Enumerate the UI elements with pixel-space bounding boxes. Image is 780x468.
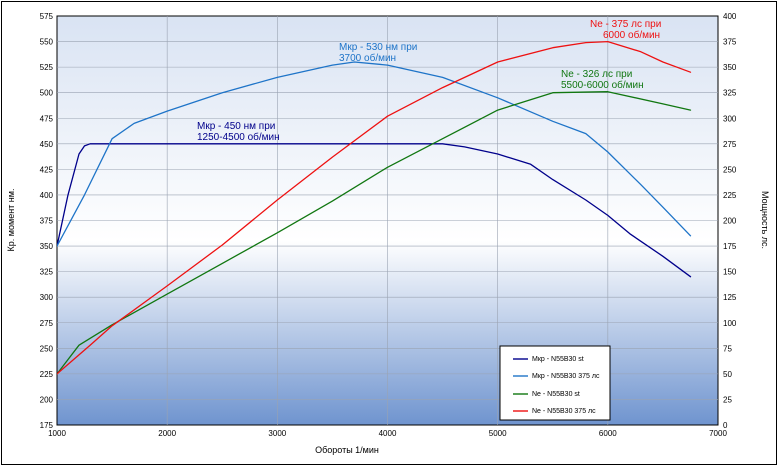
y-right-tick-label: 400 bbox=[723, 12, 737, 21]
legend-label-3: Ne - N55B30 375 лс bbox=[532, 408, 596, 415]
y-left-tick-label: 175 bbox=[40, 421, 54, 430]
y-left-tick-label: 400 bbox=[40, 191, 54, 200]
x-tick-label: 4000 bbox=[379, 429, 397, 438]
series-line-3 bbox=[57, 40, 692, 375]
x-tick-label: 3000 bbox=[268, 429, 286, 438]
y-right-tick-label: 50 bbox=[723, 370, 732, 379]
y-right-tick-label: 150 bbox=[723, 268, 737, 277]
y-right-tick-label: 275 bbox=[723, 140, 737, 149]
x-tick-label: 1000 bbox=[48, 429, 66, 438]
y-right-tick-label: 350 bbox=[723, 63, 737, 72]
annotations: Ne - 375 лс при 6000 об/мин Мкр - 530 нм… bbox=[197, 19, 661, 143]
y-right-tick-label: 325 bbox=[723, 89, 737, 98]
x-tick-label: 2000 bbox=[158, 429, 176, 438]
legend-label-2: Ne - N55B30 st bbox=[532, 391, 580, 398]
y-left-tick-label: 200 bbox=[40, 395, 54, 404]
annotation-ne-375-line2: 6000 об/мин bbox=[603, 29, 660, 41]
y-left-tick-label: 500 bbox=[40, 89, 54, 98]
annotation-mkr-450-line2: 1250-4500 об/мин bbox=[197, 131, 280, 143]
y-left-tick-label: 550 bbox=[40, 38, 54, 47]
annotation-ne-326-line2: 5500-6000 об/мин bbox=[561, 79, 644, 91]
tick-labels: 1752002252502753003253503754004254504755… bbox=[40, 12, 737, 438]
y-right-tick-label: 0 bbox=[723, 421, 728, 430]
legend-label-1: Мкр - N55B30 375 лс bbox=[532, 373, 600, 380]
y-left-tick-label: 450 bbox=[40, 140, 54, 149]
x-axis-title: Обороты 1/мин bbox=[315, 445, 379, 455]
y-left-tick-label: 525 bbox=[40, 63, 54, 72]
y-left-tick-label: 300 bbox=[40, 293, 54, 302]
y-right-tick-label: 225 bbox=[723, 191, 737, 200]
y-left-tick-label: 350 bbox=[40, 242, 54, 251]
y-right-tick-label: 375 bbox=[723, 38, 737, 47]
y-right-tick-label: 25 bbox=[723, 395, 732, 404]
y-right-tick-label: 125 bbox=[723, 293, 737, 302]
annotation-mkr-530-line1: Мкр - 530 нм при bbox=[339, 42, 417, 53]
y-left-tick-label: 325 bbox=[40, 268, 54, 277]
y-right-tick-label: 300 bbox=[723, 114, 737, 123]
annotation-mkr-450-line1: Мкр - 450 нм при bbox=[197, 121, 275, 132]
y-right-tick-label: 175 bbox=[723, 242, 737, 251]
y-left-tick-label: 275 bbox=[40, 319, 54, 328]
x-tick-label: 7000 bbox=[709, 429, 727, 438]
gridlines bbox=[57, 16, 718, 425]
y-axis-left-title: Кр. момент нм. bbox=[6, 189, 16, 252]
y-right-tick-label: 200 bbox=[723, 217, 737, 226]
series-layer bbox=[57, 40, 692, 375]
y-axis-right-title: Мощность лс. bbox=[760, 191, 770, 249]
annotation-mkr-530-line2: 3700 об/мин bbox=[339, 52, 396, 64]
y-left-tick-label: 375 bbox=[40, 217, 54, 226]
y-left-tick-label: 475 bbox=[40, 114, 54, 123]
series-line-1 bbox=[57, 61, 692, 247]
legend: Мкр - N55B30 st Мкр - N55B30 375 лс Ne -… bbox=[499, 345, 611, 421]
y-right-tick-label: 250 bbox=[723, 165, 737, 174]
series-line-0 bbox=[57, 143, 692, 278]
y-right-tick-label: 100 bbox=[723, 319, 737, 328]
x-tick-label: 6000 bbox=[599, 429, 617, 438]
y-right-tick-label: 75 bbox=[723, 344, 732, 353]
y-left-tick-label: 575 bbox=[40, 12, 54, 21]
y-left-tick-label: 250 bbox=[40, 344, 54, 353]
y-left-tick-label: 225 bbox=[40, 370, 54, 379]
annotation-ne-375-line1: Ne - 375 лс при bbox=[590, 19, 661, 30]
legend-label-0: Мкр - N55B30 st bbox=[532, 356, 584, 363]
y-left-tick-label: 425 bbox=[40, 165, 54, 174]
annotation-ne-326-line1: Ne - 326 лс при bbox=[561, 69, 632, 80]
x-tick-label: 5000 bbox=[489, 429, 507, 438]
